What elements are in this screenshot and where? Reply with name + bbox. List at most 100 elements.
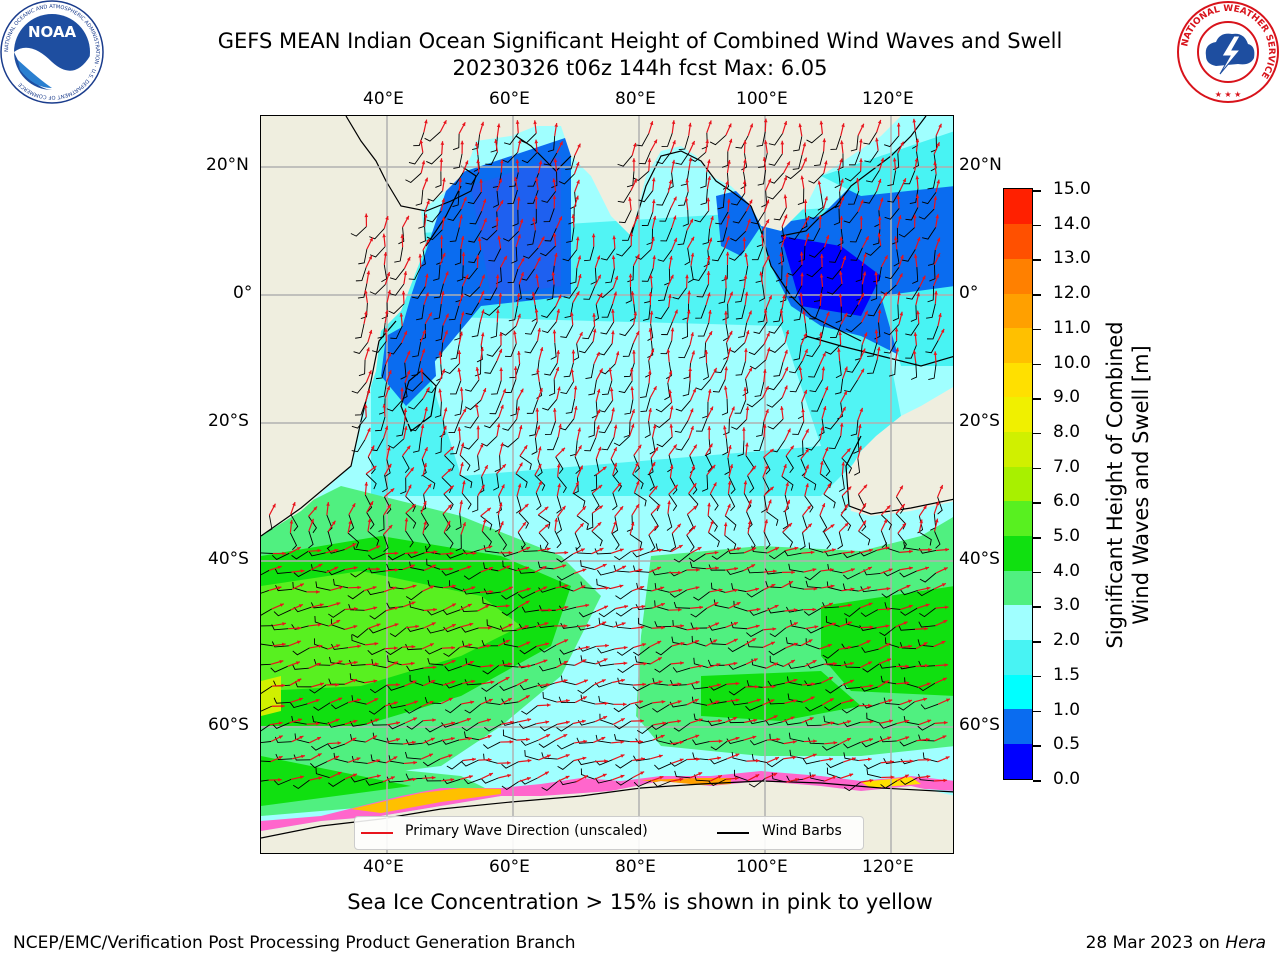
wind-barb: [351, 755, 368, 764]
wind-barb: [347, 590, 365, 600]
wave-direction-arrowhead: [352, 737, 357, 742]
wave-direction-arrowhead: [822, 138, 827, 143]
wave-direction-arrowhead: [756, 698, 761, 703]
wave-direction-arrowhead: [744, 348, 748, 352]
wave-direction-arrowhead: [336, 620, 341, 624]
wind-barb: [542, 691, 557, 703]
wind-barb: [805, 638, 820, 650]
wave-direction-arrowhead: [876, 346, 881, 351]
wave-direction-arrowhead: [805, 233, 810, 238]
wind-barb: [355, 323, 365, 339]
wind-barb: [420, 512, 429, 530]
wave-direction-arrowhead: [688, 157, 693, 162]
wind-barb: [590, 267, 597, 285]
wind-barb: [910, 305, 917, 322]
wave-direction-arrowhead: [583, 775, 588, 779]
wave-direction-arrowhead: [814, 625, 819, 629]
wave-direction-arrowhead: [658, 754, 663, 758]
wave-direction-arrowhead: [759, 271, 763, 276]
wind-barb: [261, 779, 269, 782]
wind-barb: [792, 154, 803, 170]
wave-direction-arrowhead: [752, 638, 757, 642]
wind-barb: [879, 736, 897, 743]
wave-direction-arrowhead: [337, 772, 342, 776]
wave-direction-arrowhead: [427, 483, 432, 488]
wave-direction-arrowhead: [366, 389, 371, 394]
wave-direction-arrowhead: [800, 272, 804, 277]
wave-direction-arrowhead: [827, 483, 831, 488]
wind-barb: [369, 684, 388, 694]
wave-direction-arrowhead: [785, 330, 790, 335]
wave-direction-arrowhead: [621, 622, 626, 626]
wind-barb: [455, 513, 462, 531]
wave-direction-arrowhead: [754, 684, 759, 689]
wind-barb: [766, 758, 784, 768]
wind-barb: [577, 684, 595, 694]
wave-direction-arrowhead: [899, 273, 903, 278]
wind-barb: [761, 190, 768, 208]
wave-direction-arrowhead: [367, 427, 371, 432]
wave-direction-arrowhead: [620, 774, 625, 779]
wave-direction-arrowhead: [559, 141, 563, 146]
wind-barb: [861, 740, 880, 748]
wind-barb: [348, 514, 355, 533]
wind-barb: [746, 397, 763, 408]
colorbar-segment: [1004, 258, 1032, 294]
wave-direction-arrowhead: [401, 290, 406, 295]
wave-direction-arrowhead: [830, 584, 835, 589]
wave-direction-arrowhead: [772, 627, 777, 631]
wave-direction-arrowhead: [793, 642, 798, 647]
wave-direction-arrowhead: [440, 291, 445, 295]
wind-barb: [792, 421, 805, 435]
wave-direction-arrowhead: [611, 255, 616, 260]
wave-direction-arrowhead: [508, 550, 513, 555]
wind-barb: [902, 249, 916, 262]
wind-barb: [764, 568, 782, 575]
wind-barb: [843, 781, 861, 792]
wind-barb: [656, 152, 672, 165]
wind-barb: [310, 564, 327, 573]
wave-direction-arrowhead: [679, 777, 684, 782]
wave-direction-arrowhead: [902, 522, 906, 527]
wave-direction-arrowhead: [847, 486, 852, 491]
wave-direction-arrowhead: [396, 721, 400, 725]
wave-direction-arrowhead: [548, 608, 552, 612]
wind-barb: [618, 209, 632, 224]
wind-barb: [411, 286, 426, 299]
wave-direction-arrowhead: [575, 236, 580, 241]
wave-direction-arrowhead: [923, 642, 928, 646]
wave-direction-arrowhead: [885, 680, 890, 684]
wind-barb: [661, 321, 673, 336]
wave-direction-arrowhead: [927, 757, 931, 762]
wind-barb: [271, 641, 289, 648]
wind-barb: [515, 495, 522, 514]
wave-direction-arrowhead: [459, 500, 464, 505]
wave-direction-arrowhead: [765, 219, 769, 224]
wave-direction-arrowhead: [938, 313, 942, 317]
wave-direction-arrowhead: [510, 720, 514, 725]
wind-barb: [311, 743, 329, 751]
wave-direction-arrowhead: [839, 236, 844, 241]
wave-direction-arrowhead: [800, 175, 805, 180]
wind-barb: [927, 325, 939, 340]
wave-direction-arrowhead: [507, 761, 511, 765]
wave-direction-arrowhead: [885, 546, 890, 550]
wind-barb: [669, 477, 678, 495]
wind-barb: [422, 533, 431, 551]
wave-direction-arrowhead: [281, 704, 285, 708]
wave-direction-arrowhead: [888, 699, 893, 703]
wind-barb: [917, 682, 936, 692]
wind-barb: [293, 569, 311, 578]
wind-barb: [714, 359, 728, 374]
wave-direction-arrowhead: [495, 309, 500, 313]
wave-direction-arrowhead: [279, 603, 284, 607]
wind-barb: [709, 134, 727, 146]
wave-direction-arrowhead: [526, 737, 530, 742]
wind-barb: [293, 606, 312, 613]
wave-direction-arrowhead: [752, 547, 757, 551]
wind-barb: [614, 551, 631, 561]
wave-direction-arrowhead: [536, 368, 540, 373]
wind-barb: [406, 720, 424, 730]
wind-barb: [709, 637, 727, 646]
wave-direction-arrowhead: [677, 682, 682, 686]
